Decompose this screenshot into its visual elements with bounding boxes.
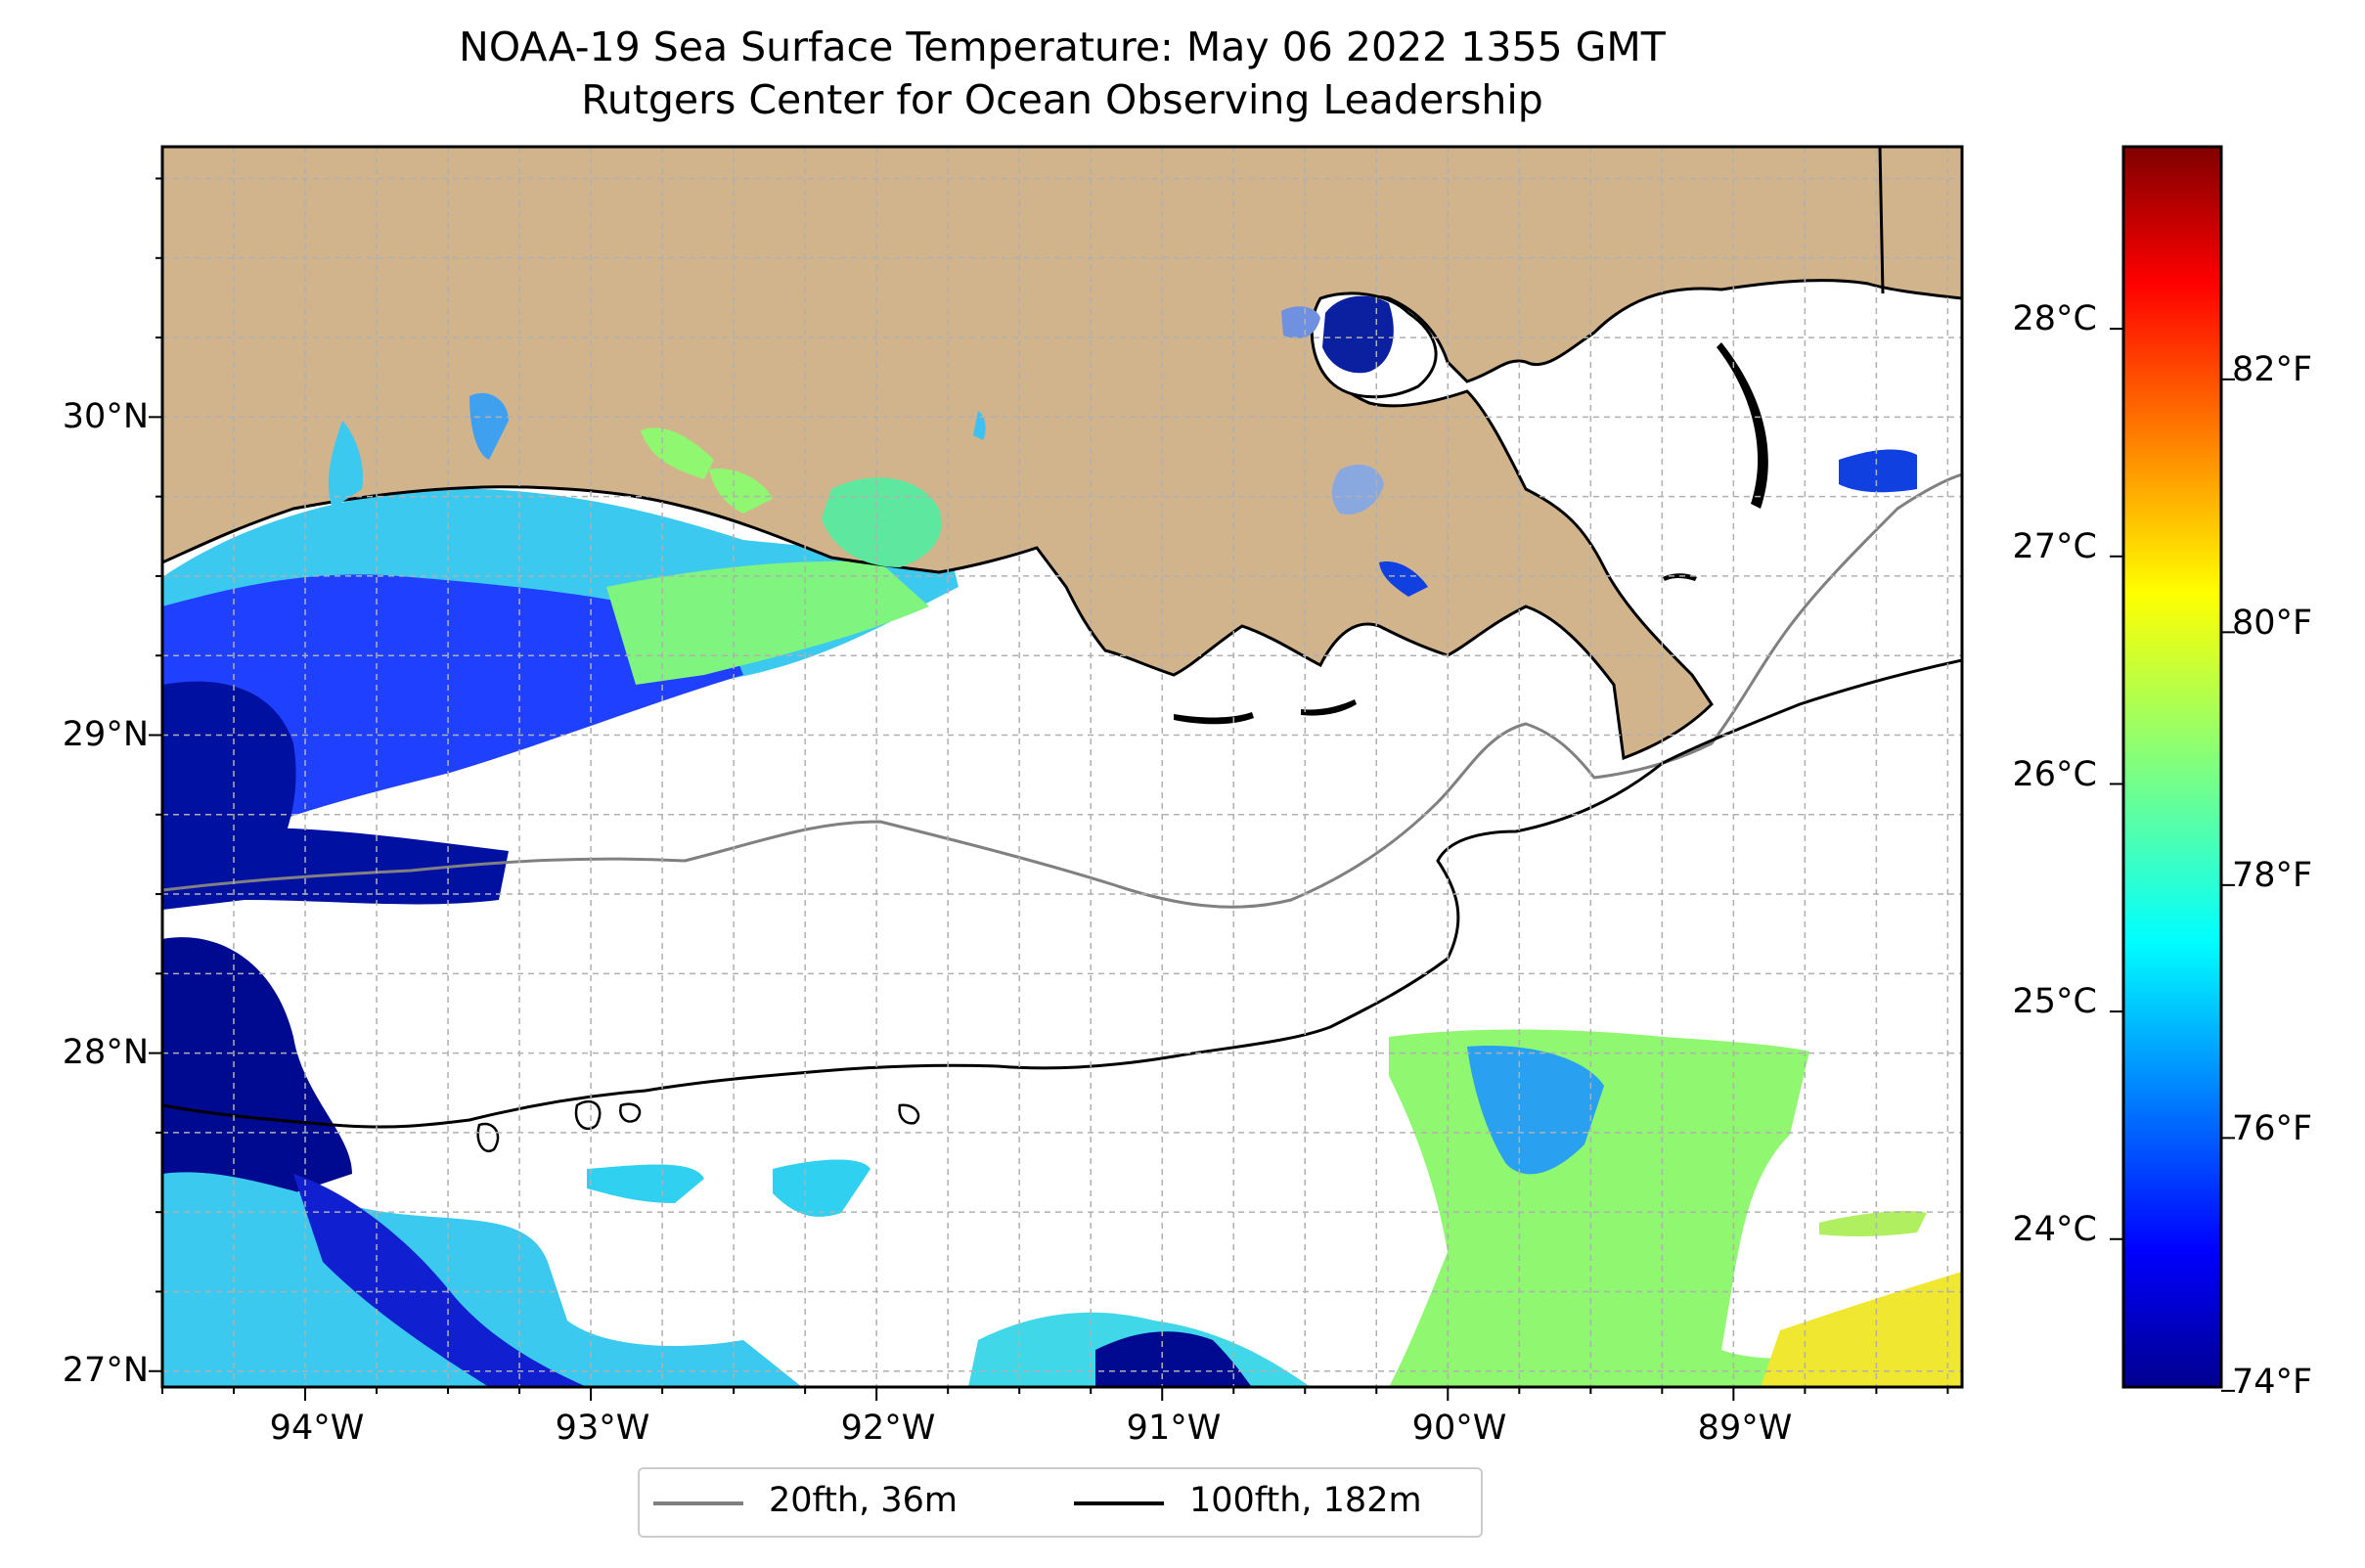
sst-patch-mid-cyan2 bbox=[773, 1159, 870, 1217]
state-border bbox=[1878, 147, 1885, 294]
colorbar-celsius-label: 24°C bbox=[2012, 1210, 2097, 1249]
axis-ticks bbox=[149, 177, 1949, 1401]
sst-patch-sw-blue bbox=[293, 1174, 587, 1387]
y-tick-label: 29°N bbox=[62, 715, 149, 754]
x-tick-label: 94°W bbox=[269, 1409, 365, 1448]
legend-swatch-100fth bbox=[1074, 1501, 1164, 1505]
x-tick-label: 91°W bbox=[1126, 1409, 1222, 1448]
isobath-100fth-island-1 bbox=[574, 1099, 602, 1131]
legend: 20fth, 36m 100fth, 182m bbox=[638, 1467, 1483, 1538]
white-lake bbox=[641, 427, 714, 479]
graticule bbox=[162, 147, 1962, 1387]
terrebonne-sst bbox=[1379, 561, 1428, 597]
sst-patch-mid-cyan1 bbox=[587, 1164, 704, 1203]
isobath-100fth-island-3 bbox=[476, 1122, 500, 1152]
colorbar-fahrenheit-label: 74°F bbox=[2232, 1363, 2313, 1402]
bay-1 bbox=[469, 392, 509, 460]
colorbar-ticks bbox=[2110, 328, 2235, 1392]
plot-frame bbox=[160, 145, 1964, 1389]
colorbar-fahrenheit-label: 76°F bbox=[2232, 1109, 2313, 1148]
colorbar-fahrenheit-label: 78°F bbox=[2232, 856, 2313, 895]
x-tick-label: 89°W bbox=[1697, 1409, 1793, 1448]
sst-data-layer bbox=[162, 449, 1962, 1387]
legend-label-20fth: 20fth, 36m bbox=[769, 1481, 959, 1520]
y-tick-label: 27°N bbox=[62, 1351, 149, 1390]
sst-patch-se-edge bbox=[1819, 1211, 1927, 1237]
legend-swatch-20fth bbox=[653, 1501, 743, 1505]
colorbar-fahrenheit-label: 80°F bbox=[2232, 604, 2313, 643]
sst-patch-e-blue bbox=[1839, 449, 1917, 493]
isobath-100fth-island-4 bbox=[898, 1103, 920, 1125]
isobath-100fth bbox=[162, 658, 1962, 1129]
y-tick-label: 30°N bbox=[62, 397, 149, 436]
atchafalaya-bay bbox=[973, 411, 986, 440]
lake-maurepas-sst bbox=[1281, 306, 1320, 338]
x-tick-label: 93°W bbox=[555, 1409, 650, 1448]
y-tick-label: 28°N bbox=[62, 1033, 149, 1072]
x-tick-label: 90°W bbox=[1411, 1409, 1507, 1448]
isobath-20fth bbox=[162, 472, 1962, 909]
calcasieu-lake bbox=[328, 421, 363, 509]
colorbar-fahrenheit-label: 82°F bbox=[2232, 350, 2313, 389]
vermilion-bay bbox=[822, 477, 942, 567]
colorbar-celsius-label: 26°C bbox=[2012, 755, 2097, 794]
map-subtitle: Rutgers Center for Ocean Observing Leade… bbox=[581, 76, 1543, 123]
colorbar-celsius-label: 25°C bbox=[2012, 982, 2097, 1021]
isobath-100fth-island-2 bbox=[619, 1102, 642, 1123]
colorbar-celsius-label: 28°C bbox=[2012, 299, 2097, 338]
island-2 bbox=[1301, 699, 1357, 716]
sst-patch-se-yellow bbox=[1761, 1272, 1962, 1387]
sst-patch-se-green-blue bbox=[1467, 1046, 1604, 1175]
x-tick-label: 92°W bbox=[840, 1409, 936, 1448]
legend-label-100fth: 100fth, 182m bbox=[1189, 1481, 1422, 1520]
map-title: NOAA-19 Sea Surface Temperature: May 06 … bbox=[459, 23, 1666, 70]
sst-patch-w-band bbox=[176, 827, 509, 905]
sst-patch-nw-green bbox=[606, 560, 929, 685]
bay-2 bbox=[709, 469, 773, 514]
land-louisiana bbox=[162, 147, 1962, 761]
lake-inland-sst bbox=[1331, 465, 1384, 515]
colorbar bbox=[2121, 145, 2223, 1389]
colorbar-celsius-label: 27°C bbox=[2012, 527, 2097, 566]
chandeleur-islands bbox=[1717, 342, 1768, 509]
lake-pontchartrain-sst bbox=[1322, 295, 1394, 374]
sst-patch-s-deep bbox=[1095, 1331, 1252, 1387]
sst-patch-nw-cold bbox=[162, 574, 743, 861]
